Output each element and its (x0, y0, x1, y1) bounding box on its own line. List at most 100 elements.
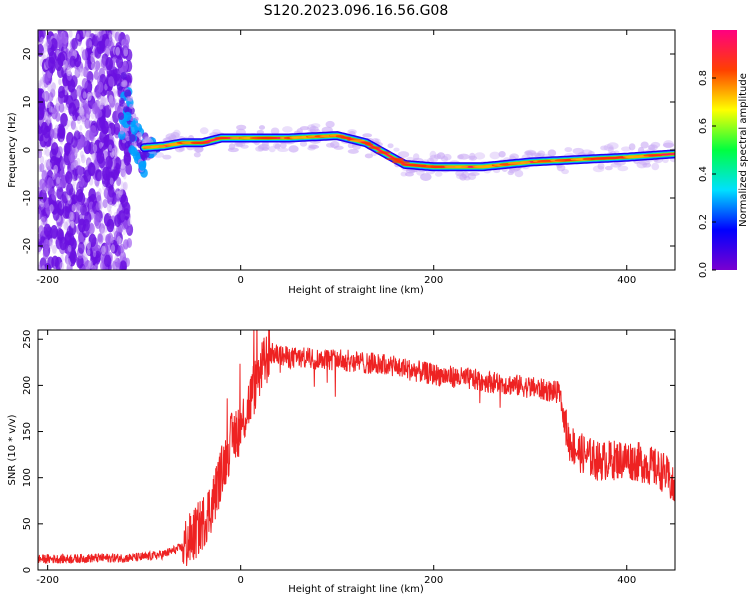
halo-blob (228, 143, 236, 151)
noise-blob (76, 200, 82, 211)
halo-blob (547, 149, 557, 157)
noise-blob (120, 71, 127, 80)
spectrogram-x-ticks: -200 0 200 400 (36, 30, 636, 286)
noise-blob (76, 157, 81, 166)
noise-blob (123, 152, 132, 166)
noise-blob (102, 183, 106, 191)
noise-blob (79, 124, 83, 132)
noise-blob (86, 91, 92, 101)
noise-blob (108, 94, 114, 104)
noise-blob (48, 105, 53, 113)
noise-blob (48, 92, 54, 102)
halo-blob (457, 153, 470, 160)
noise-blob (85, 30, 92, 38)
noise-blob (120, 181, 124, 188)
noise-blob (63, 142, 71, 156)
noise-blob (91, 152, 96, 161)
snr-y-ticks: 0 50 100 150 200 250 (22, 330, 675, 573)
halo-blob (651, 162, 660, 171)
halo-blob (240, 144, 249, 149)
noise-blob (51, 190, 57, 201)
noise-blob (82, 218, 90, 232)
noise-blob (44, 70, 52, 82)
noise-blob (90, 54, 96, 64)
noise-blob (78, 113, 83, 121)
halo-blob (236, 124, 247, 131)
halo-blob (274, 143, 281, 150)
noise-blob (64, 200, 72, 213)
noise-blob (88, 223, 95, 235)
spectrogram-heatmap (38, 30, 675, 270)
x-tick-label: 200 (424, 575, 443, 586)
noise-blob (43, 90, 50, 102)
noise-blob (105, 155, 113, 170)
noise-blob (58, 102, 65, 113)
halo-blob (362, 133, 373, 138)
noise-blob (40, 36, 44, 44)
noise-blob (69, 55, 77, 68)
spectrogram-y-label: Frequency (Hz) (7, 112, 18, 188)
noise-blob (125, 135, 131, 141)
noise-blob (109, 177, 114, 186)
halo-blob (256, 129, 264, 135)
noise-blob (85, 31, 90, 40)
noise-blob (86, 248, 91, 256)
noise-blob (134, 116, 139, 121)
halo-blob (648, 144, 656, 151)
noise-blob (53, 164, 59, 174)
noise-blob (63, 221, 69, 231)
ridge-hotspot (643, 154, 663, 157)
noise-blob (42, 248, 49, 260)
noise-blob (69, 113, 74, 120)
halo-blob (420, 173, 432, 181)
noise-blob (116, 236, 122, 245)
noise-blob (94, 169, 102, 182)
colorbar-tick-label: 0.8 (698, 70, 709, 86)
noise-blob (113, 122, 121, 135)
noise-blob (109, 133, 113, 141)
halo-blob (468, 171, 480, 177)
noise-blob (76, 33, 80, 40)
ridge-hotspot (214, 136, 229, 140)
noise-blob (80, 154, 86, 164)
noise-blob (50, 224, 59, 239)
noise-blob (92, 144, 98, 153)
noise-blob (93, 139, 102, 154)
noise-blob (100, 245, 106, 255)
halo-blob (429, 150, 437, 159)
noise-blob (107, 122, 116, 137)
noise-blob (41, 265, 46, 270)
halo-blob (556, 164, 566, 172)
noise-blob (62, 59, 68, 69)
noise-blob (51, 108, 58, 120)
y-tick-label: 100 (22, 468, 33, 487)
ridge-hotspot (155, 145, 166, 148)
noise-blob (38, 246, 42, 255)
noise-blob (98, 223, 105, 234)
noise-blob (130, 124, 139, 134)
halo-blob (603, 144, 614, 152)
noise-blob (80, 154, 85, 161)
halo-blob (270, 127, 280, 135)
spectrogram-panel: -200 0 200 400 -20 -10 0 10 20 Height of straig… (7, 29, 676, 296)
noise-blob (48, 162, 52, 170)
noise-blob (66, 119, 71, 128)
noise-blob (48, 50, 57, 64)
noise-blob (50, 106, 54, 113)
noise-blob (110, 244, 116, 253)
noise-blob (108, 209, 112, 217)
noise-blob (39, 163, 45, 173)
noise-blob (65, 171, 73, 184)
halo-blob (467, 172, 477, 181)
noise-blob (94, 46, 102, 59)
halo-blob (364, 153, 373, 159)
noise-blob (113, 90, 117, 98)
halo-blob (523, 150, 532, 156)
noise-blob (98, 100, 104, 110)
y-tick-label: -10 (22, 190, 33, 206)
halo-blob (258, 125, 266, 130)
noise-blob (47, 177, 54, 189)
noise-blob (128, 103, 134, 109)
noise-blob (123, 102, 128, 107)
x-tick-label: 200 (424, 275, 443, 286)
